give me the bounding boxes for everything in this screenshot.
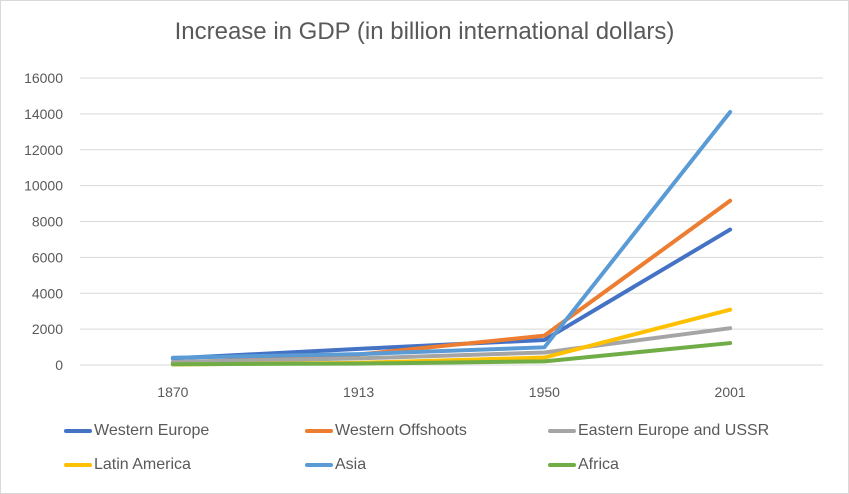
legend-label: Western Offshoots [335,422,467,439]
series-line-eastern-europe-and-ussr[interactable] [170,326,733,364]
y-tick-label: 6000 [32,249,63,265]
x-tick-label: 1950 [529,384,560,400]
series-line-asia[interactable] [170,109,733,360]
x-axis-ticks: 1870 1913 1950 2001 [157,384,746,400]
legend-item-eastern-europe-ussr[interactable]: Eastern Europe and USSR [548,422,769,440]
y-tick-label: 14000 [24,106,63,122]
legend-item-western-europe[interactable]: Western Europe [64,422,209,440]
chart-title: Increase in GDP (in billion internationa… [174,18,675,45]
legend-swatch [548,429,576,433]
gridlines [80,77,823,366]
series-line-africa[interactable] [170,341,733,367]
y-axis-ticks: 0 2000 4000 6000 8000 10000 12000 14000 16000 [24,70,63,373]
legend: Western Europe Western Offshoots Eastern… [0,418,849,478]
legend-swatch [548,463,576,467]
x-tick-label: 2001 [715,384,746,400]
x-tick-label: 1870 [157,384,188,400]
legend-item-western-offshoots[interactable]: Western Offshoots [305,422,467,440]
legend-label: Asia [335,456,367,473]
legend-item-latin-america[interactable]: Latin America [64,456,191,474]
legend-label: Latin America [94,456,191,473]
y-tick-label: 2000 [32,321,63,337]
y-tick-label: 0 [55,357,63,373]
legend-swatch [305,463,333,467]
y-tick-label: 12000 [24,142,63,158]
y-tick-label: 4000 [32,285,63,301]
x-tick-label: 1913 [343,384,374,400]
legend-swatch [64,429,92,433]
y-tick-label: 8000 [32,214,63,230]
y-tick-label: 16000 [24,70,63,86]
legend-swatch [305,429,333,433]
legend-label: Western Europe [94,422,210,439]
legend-label: Africa [578,456,619,473]
legend-label: Eastern Europe and USSR [578,422,770,439]
legend-item-africa[interactable]: Africa [548,456,619,474]
y-tick-label: 10000 [24,178,63,194]
legend-item-asia[interactable]: Asia [305,456,366,474]
legend-swatch [64,463,92,467]
series-lines [170,109,733,367]
